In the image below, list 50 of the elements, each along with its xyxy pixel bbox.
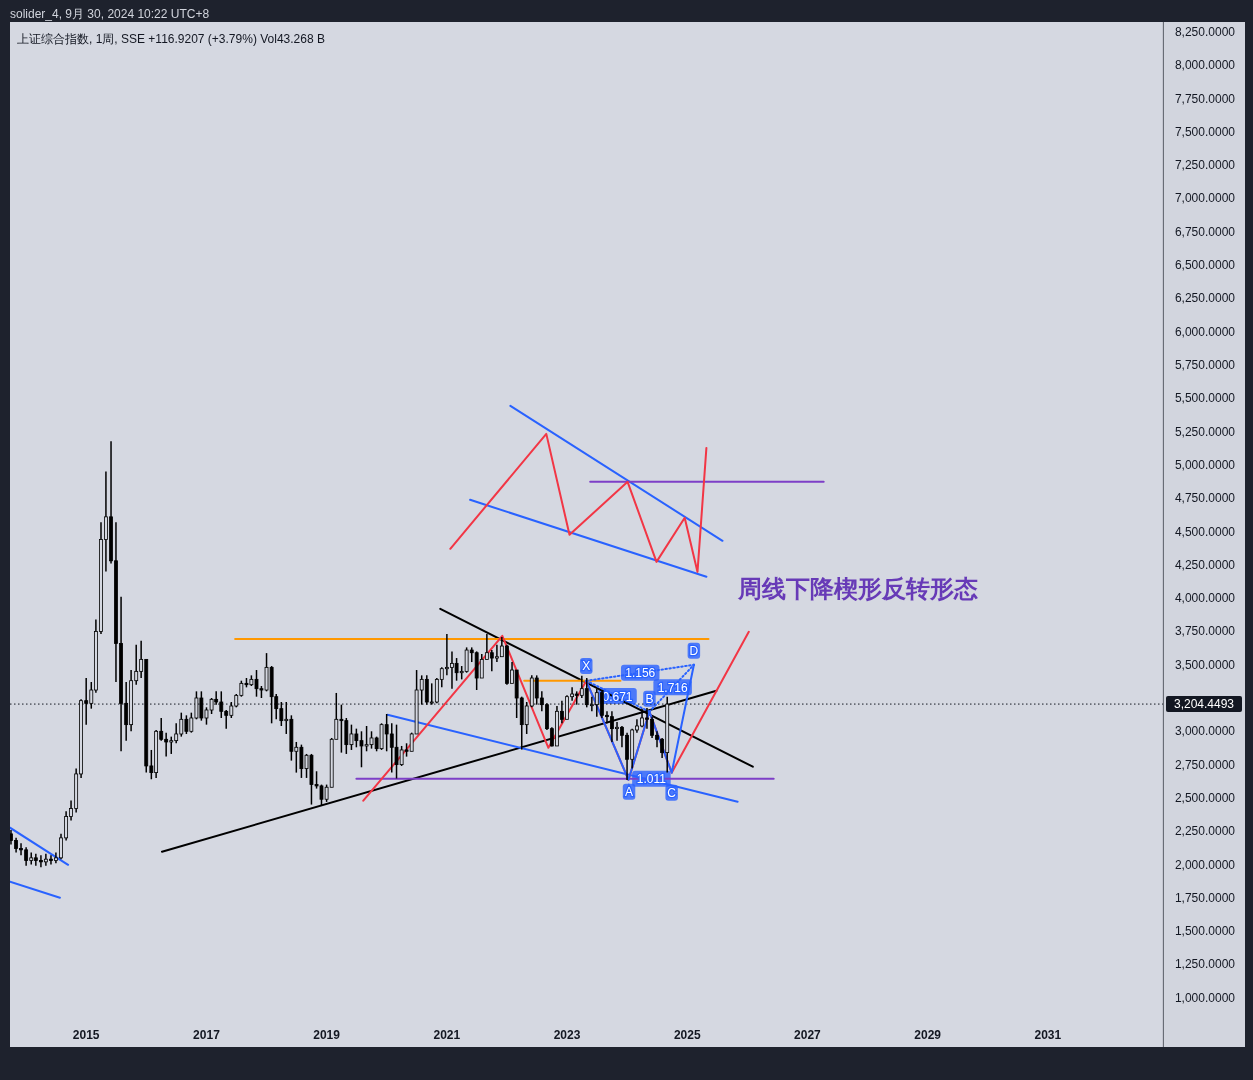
y-tick-label: 4,250.0000 xyxy=(1174,557,1236,572)
x-tick-label: 2015 xyxy=(72,1028,100,1042)
y-tick-label: 8,250.0000 xyxy=(1174,24,1236,39)
y-tick-label: 7,750.0000 xyxy=(1174,91,1236,106)
annotation: D xyxy=(689,644,699,659)
y-tick-label: 4,000.0000 xyxy=(1174,591,1236,606)
x-tick-label: 2027 xyxy=(794,1028,822,1042)
y-tick-label: 8,000.0000 xyxy=(1174,58,1236,73)
annotation: A xyxy=(625,785,634,800)
y-tick-label: 3,000.0000 xyxy=(1174,724,1236,739)
x-tick-label: 2017 xyxy=(193,1028,221,1042)
y-tick-label: 5,250.0000 xyxy=(1174,424,1236,439)
ref-line-label: 3,204.4493 xyxy=(1173,697,1235,712)
x-tick-label: 2029 xyxy=(914,1028,942,1042)
y-tick-label: 1,750.0000 xyxy=(1174,890,1236,905)
y-tick-label: 2,750.0000 xyxy=(1174,757,1236,772)
y-tick-label: 6,750.0000 xyxy=(1174,224,1236,239)
y-tick-label: 5,000.0000 xyxy=(1174,457,1236,472)
y-tick-label: 6,250.0000 xyxy=(1174,291,1236,306)
y-tick-label: 6,500.0000 xyxy=(1174,258,1236,273)
y-tick-label: 7,000.0000 xyxy=(1174,191,1236,206)
y-tick-label: 3,500.0000 xyxy=(1174,657,1236,672)
y-tick-label: 5,500.0000 xyxy=(1174,391,1236,406)
text: 上证综合指数, 1周, SSE +116.9207 (+3.79%) Vol43.268 B xyxy=(17,32,325,46)
y-tick-label: 2,000.0000 xyxy=(1174,857,1236,872)
annotation: C xyxy=(667,786,677,801)
annotation: 1.011 xyxy=(636,772,667,787)
x-tick-label: 2031 xyxy=(1034,1028,1062,1042)
x-tick-label: 2023 xyxy=(553,1028,581,1042)
y-tick-label: 4,750.0000 xyxy=(1174,491,1236,506)
y-tick-label: 1,250.0000 xyxy=(1174,957,1236,972)
y-tick-label: 7,250.0000 xyxy=(1174,158,1236,173)
y-tick-label: 4,500.0000 xyxy=(1174,524,1236,539)
x-tick-label: 2021 xyxy=(433,1028,461,1042)
annotation: 1.716 xyxy=(657,680,688,695)
annotation: X xyxy=(582,659,591,674)
y-tick-label: 3,750.0000 xyxy=(1174,624,1236,639)
annotation: B xyxy=(645,692,654,707)
annotation: 周线下降楔形反转形态 xyxy=(737,575,978,602)
chart-title: solider_4, 9月 30, 2024 10:22 UTC+8 xyxy=(10,7,210,21)
y-tick-label: 1,000.0000 xyxy=(1174,990,1236,1005)
y-tick-label: 5,750.0000 xyxy=(1174,358,1236,372)
x-tick-label: 2025 xyxy=(673,1028,701,1042)
y-tick-label: 7,500.0000 xyxy=(1174,124,1236,139)
y-tick-label: 2,250.0000 xyxy=(1174,824,1236,839)
y-tick-label: 1,500.0000 xyxy=(1174,924,1236,939)
y-tick-label: 2,500.0000 xyxy=(1174,790,1236,805)
y-tick-label: 6,000.0000 xyxy=(1174,324,1236,339)
annotation: 1.156 xyxy=(625,666,656,681)
x-tick-label: 2019 xyxy=(313,1028,341,1042)
